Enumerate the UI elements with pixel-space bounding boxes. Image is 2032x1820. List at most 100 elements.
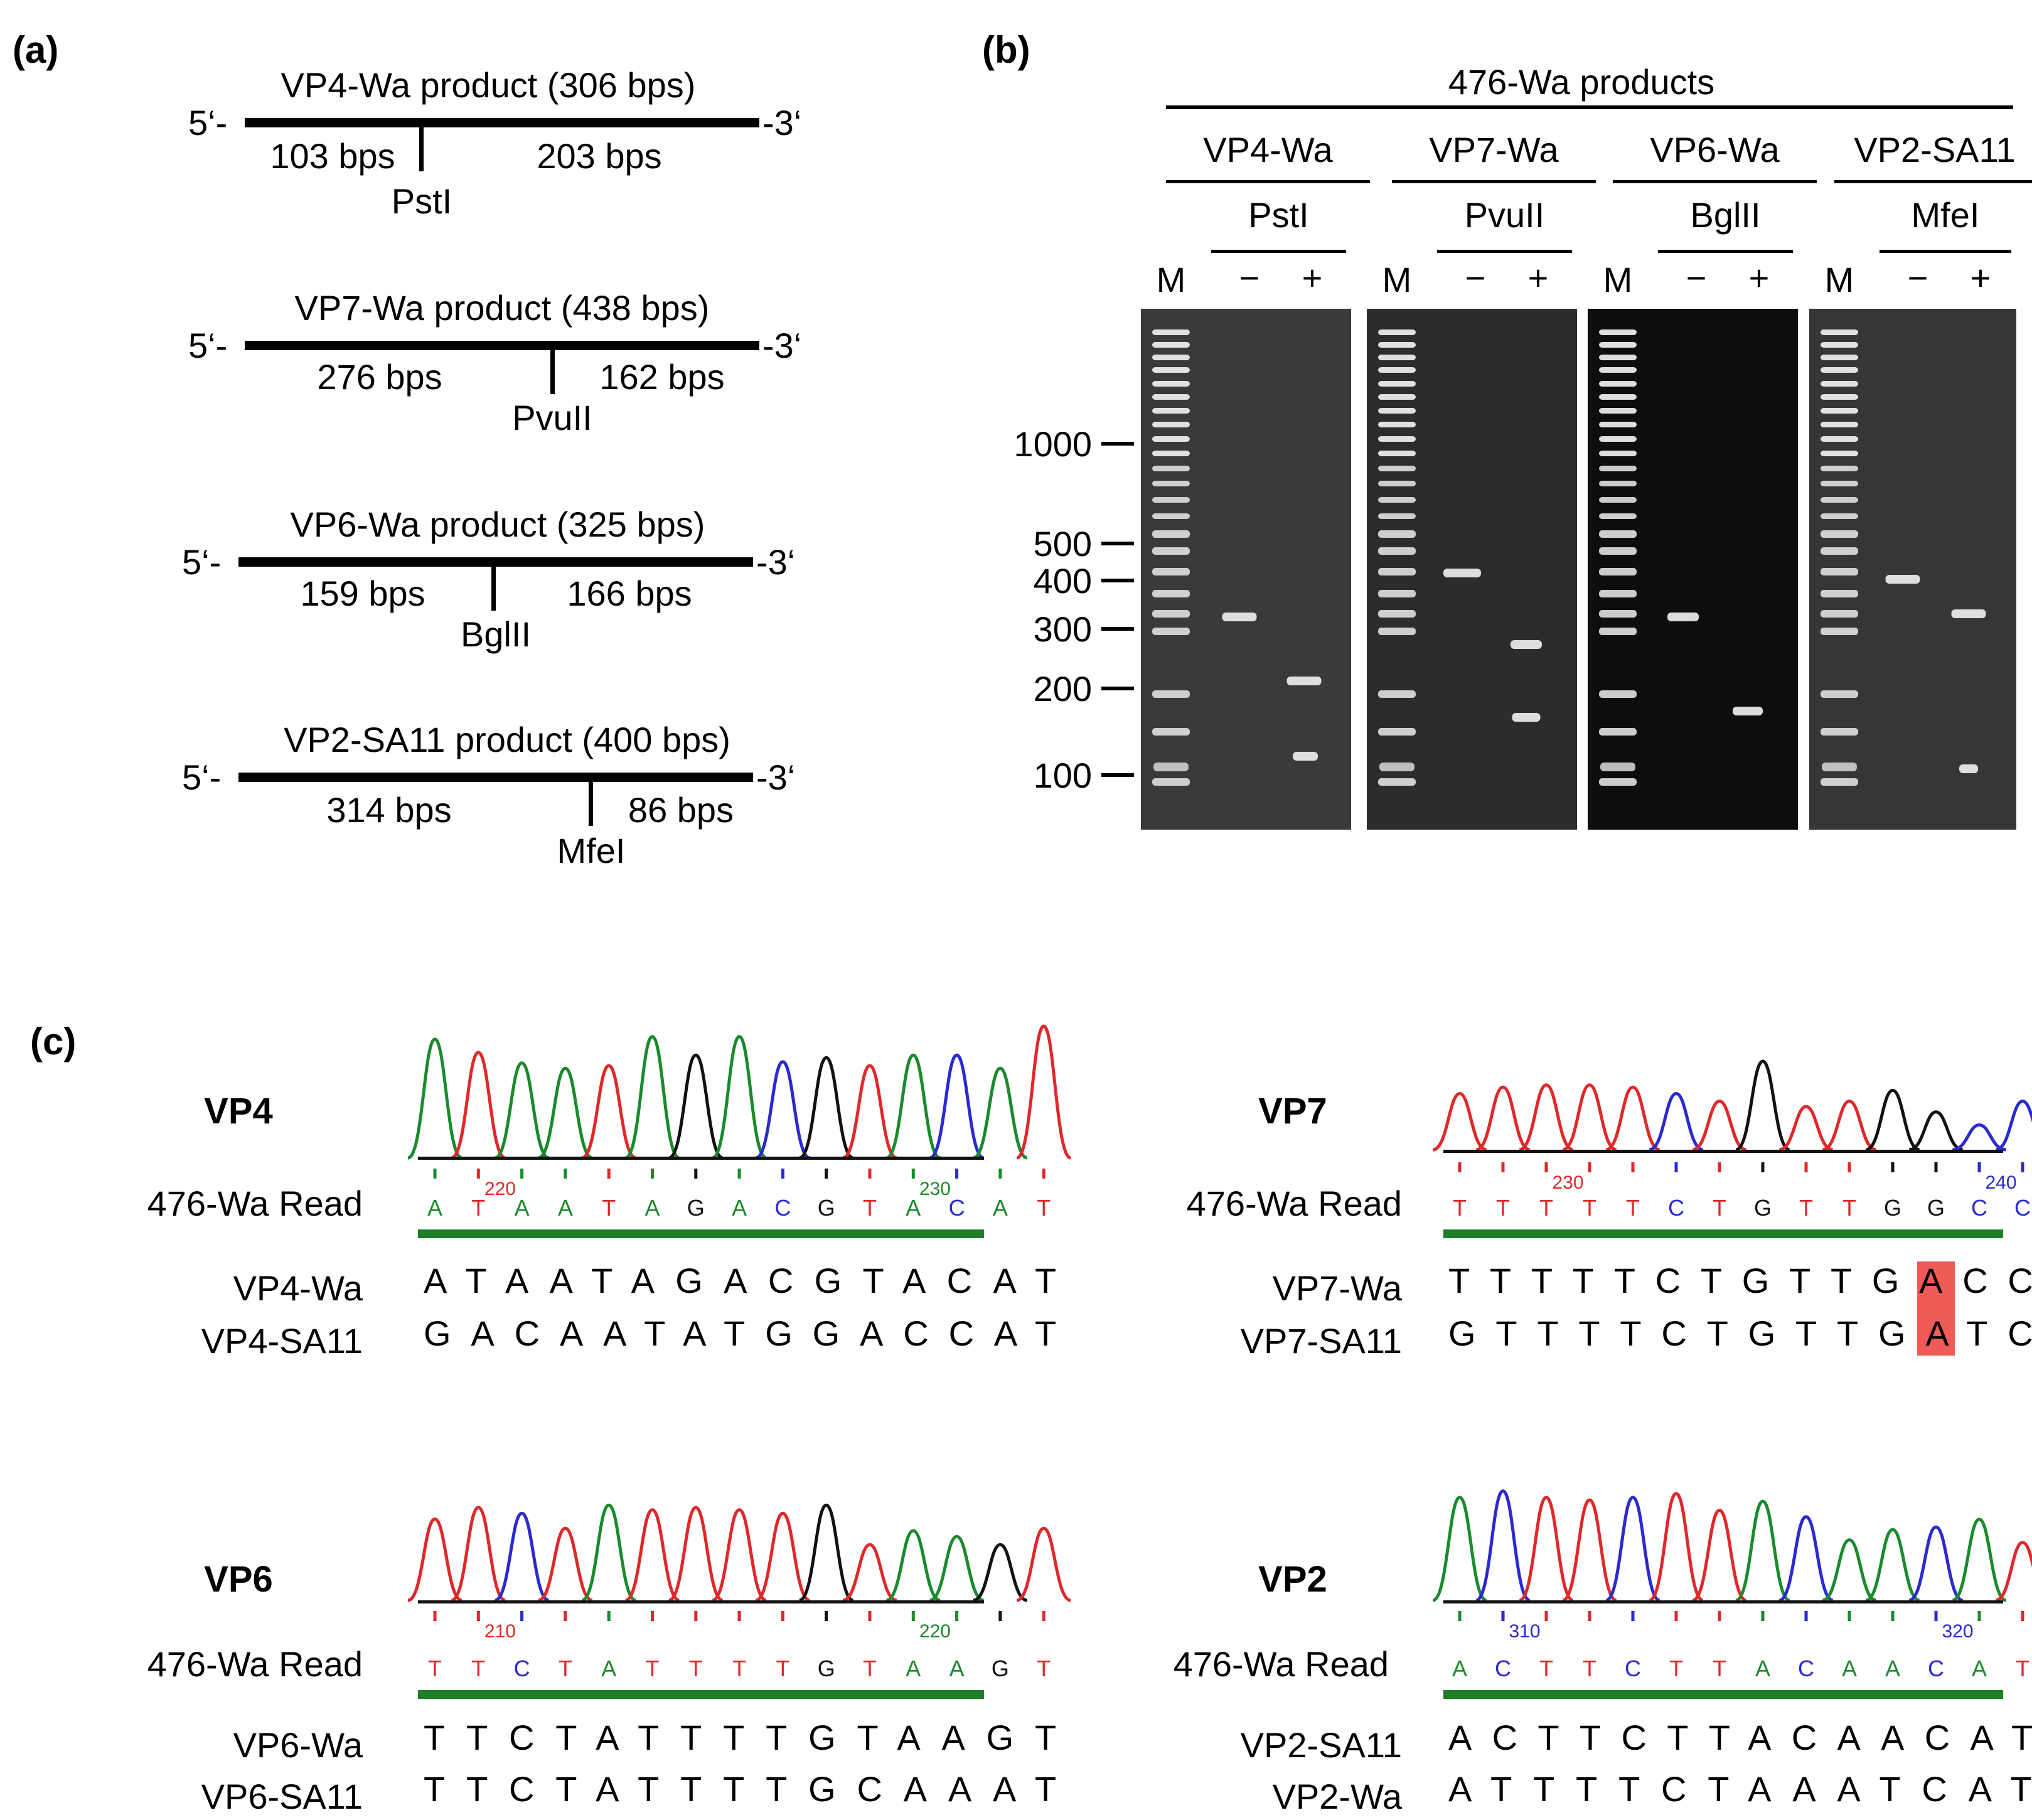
panel-b-label: (b) [982,29,1030,71]
ladder-band [1821,690,1858,698]
trace-peak [451,1506,506,1602]
ladder-band [1152,451,1190,456]
fragment-right: 166 bps [567,574,692,613]
ladder-band [1821,610,1858,618]
ladder-band [1821,568,1858,575]
trace-peak [538,1526,593,1602]
trace-peak [755,1060,811,1160]
size-marker-tick [1101,542,1134,545]
read-base-call: T [863,1195,877,1221]
sample-band [1222,613,1257,621]
size-marker-label: 400 [1034,561,1092,601]
five-prime-end: 5‘- [182,757,221,797]
ladder-band [1821,728,1858,736]
product-title: VP2-SA11 product (400 bps) [284,720,730,759]
size-marker-tick [1101,773,1134,777]
ladder-band [1152,590,1190,597]
gel-enzyme-label: BglII [1690,195,1760,235]
gel-gene-label: VP2-SA11 [1854,130,2015,169]
base-tick [651,1611,654,1621]
products-header: 476-Wa products [1448,62,1714,102]
ladder-band [1599,481,1637,486]
ladder-band [1821,530,1858,538]
size-marker-tick [1101,442,1134,446]
read-base-call: A [1885,1656,1900,1681]
gel-headers: VP4-Wa PstI M − + VP7-Wa PvuII M − + VP6-Wa BglII M −… [1157,130,2032,299]
ladder-band [1821,590,1858,597]
minus-lane-label: − [1465,258,1486,297]
base-tick [868,1611,872,1621]
ladder-band [1378,610,1416,618]
ladder-band [1599,422,1637,427]
ladder-band [1599,497,1637,503]
size-marker-tick [1101,627,1134,631]
base-tick [1934,1162,1938,1172]
trace-peak [712,1035,767,1160]
enzyme-underline [1437,250,1572,253]
trace-peak [1562,1083,1617,1152]
ladder-band [1821,481,1858,486]
base-tick [955,1611,959,1621]
read-base-call: T [1669,1656,1683,1681]
read-base-call: A [558,1195,573,1221]
base-tick [868,1169,872,1179]
ladder-band [1378,530,1416,538]
read-base-call: T [1539,1656,1553,1681]
read-base-call: A [1755,1656,1770,1681]
cut-site-tick [491,567,496,611]
read-base-call: G [1754,1195,1772,1221]
reference-name: VP7-Wa [1273,1268,1403,1308]
trace-peak [668,1506,724,1602]
five-prime-end: 5‘- [188,103,227,142]
base-tick [1501,1162,1505,1172]
ladder-band [1378,394,1416,400]
ladder-band [1152,466,1190,471]
ladder-band [1599,394,1637,400]
base-tick [1674,1611,1678,1621]
ladder-band [1599,778,1637,786]
base-tick [781,1611,784,1621]
size-marker-tick [1101,687,1134,690]
trace-peak [1995,1100,2032,1152]
trace-peak [755,1511,811,1602]
fragment-left: 159 bps [300,574,425,613]
ladder-band [1821,547,1858,555]
position-label: 230 [919,1179,951,1199]
reference-sequence: TTCTATTTTGTAAGT [424,1718,1056,1757]
panel-b: (b) 476-Wa products VP4-Wa PstI M − + VP7-Wa P… [982,29,2032,830]
trace-peak [712,1508,767,1602]
base-tick [737,1611,741,1621]
read-base-call: G [1927,1195,1945,1221]
ladder-band [1600,763,1635,771]
gel-gene-label: VP6-Wa [1650,130,1780,169]
ladder-band [1378,422,1416,427]
base-tick [1804,1162,1808,1172]
read-base-call: T [1626,1195,1640,1221]
ladder-band [1821,342,1858,348]
three-prime-end: -3‘ [756,542,795,582]
read-base-call: T [1539,1195,1553,1221]
ladder-band [1821,394,1858,400]
ladder-band [1378,628,1416,635]
ladder-band [1599,530,1637,538]
ladder-band [1599,513,1637,519]
trace-baseline [1443,1150,2003,1153]
trace-peak [1692,1508,1747,1602]
read-base-call: A [906,1195,921,1221]
trace-peak [1865,1088,1920,1152]
read-base-call: T [471,1656,485,1681]
ladder-lane-label: M [1382,260,1412,299]
trace-peak [1735,1059,1790,1152]
trace-peak [929,1534,985,1602]
base-tick [694,1611,698,1621]
ladder-band [1599,367,1637,373]
read-base-call: C [514,1656,530,1681]
ladder-band [1599,590,1637,597]
ladder-band [1599,547,1637,555]
base-tick [1042,1169,1045,1179]
trace-peak [407,1037,463,1160]
trace-peak [1952,1518,2007,1602]
